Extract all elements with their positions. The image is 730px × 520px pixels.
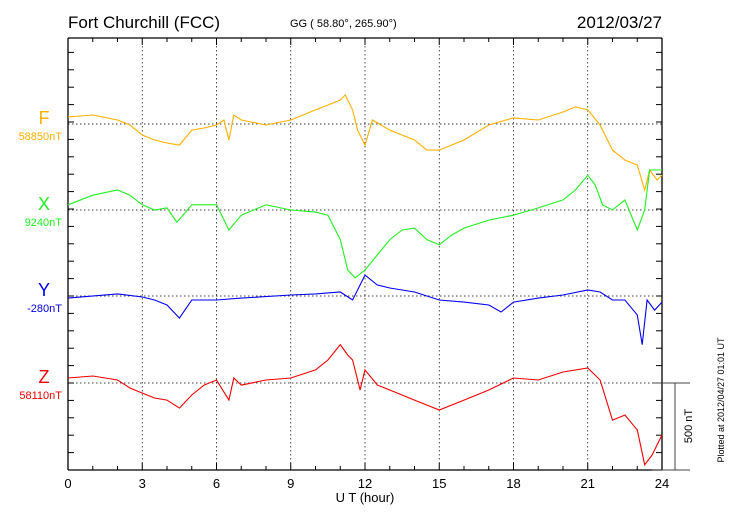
- series-labels: F 58850nT X 9240nT Y -280nT Z 58110nT: [19, 108, 63, 402]
- series-line-f: [67, 93, 663, 193]
- x-tick-label: 6: [213, 476, 220, 491]
- x-tick-label: 24: [655, 476, 669, 491]
- scale-bar-label: 500 nT: [683, 409, 695, 444]
- series-line-y: [67, 274, 663, 345]
- series-name-y: Y: [38, 280, 50, 300]
- grid: [68, 38, 662, 470]
- x-tick-label: 12: [358, 476, 372, 491]
- series-baseline-x: 9240nT: [25, 217, 63, 229]
- x-tick-label: 9: [287, 476, 294, 491]
- x-tick-label: 18: [506, 476, 520, 491]
- series-name-f: F: [39, 108, 50, 128]
- series-baseline-y: -280nT: [27, 303, 62, 315]
- series-baseline-z: 58110nT: [19, 390, 62, 402]
- series-group: [67, 93, 663, 467]
- x-tick-label: 21: [581, 476, 595, 491]
- x-tick-label: 0: [64, 476, 71, 491]
- series-line-x: [67, 169, 662, 279]
- series-name-x: X: [38, 194, 50, 214]
- plotted-note: Plotted at 2012/04/27 01:01 UT: [716, 337, 726, 463]
- series-name-z: Z: [39, 367, 50, 387]
- axes: 0 3 6 9 12 15 18 21 24: [64, 37, 669, 491]
- scale-bar: 500 nT: [652, 382, 695, 471]
- x-tick-label: 3: [139, 476, 146, 491]
- chart-date: 2012/03/27: [577, 13, 662, 32]
- x-tick-label: 15: [432, 476, 446, 491]
- series-baseline-f: 58850nT: [19, 131, 63, 143]
- chart-title: Fort Churchill (FCC): [68, 13, 220, 32]
- x-axis-label: U T (hour): [336, 490, 395, 505]
- chart-subtitle: GG ( 58.80°, 265.90°): [290, 18, 397, 30]
- series-line-z: [67, 343, 663, 467]
